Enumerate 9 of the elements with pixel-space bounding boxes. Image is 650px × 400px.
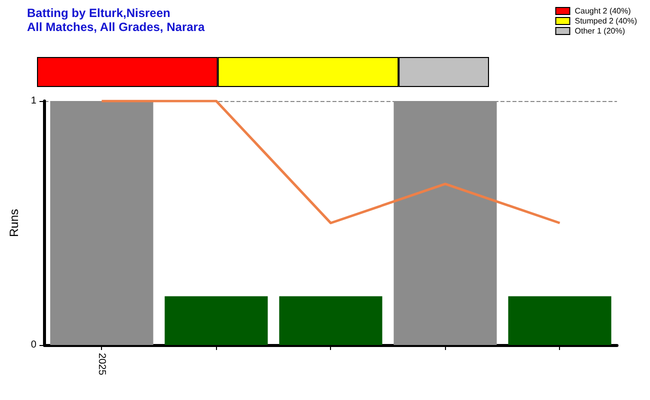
legend-label: Caught 2 (40%) bbox=[574, 6, 632, 16]
legend-label: Stumped 2 (40%) bbox=[574, 16, 638, 26]
x-tick-label: 2025 bbox=[96, 353, 108, 376]
chart-subtitle: All Matches, All Grades, Narara bbox=[27, 20, 205, 34]
y-tick-label: 1 bbox=[30, 96, 37, 106]
legend-label: Other 1 (20%) bbox=[574, 26, 626, 36]
y-axis-title: Runs bbox=[7, 208, 21, 238]
chart-title: Batting by Elturk,Nisreen bbox=[27, 6, 170, 20]
y-tick-label: 0 bbox=[30, 340, 37, 350]
